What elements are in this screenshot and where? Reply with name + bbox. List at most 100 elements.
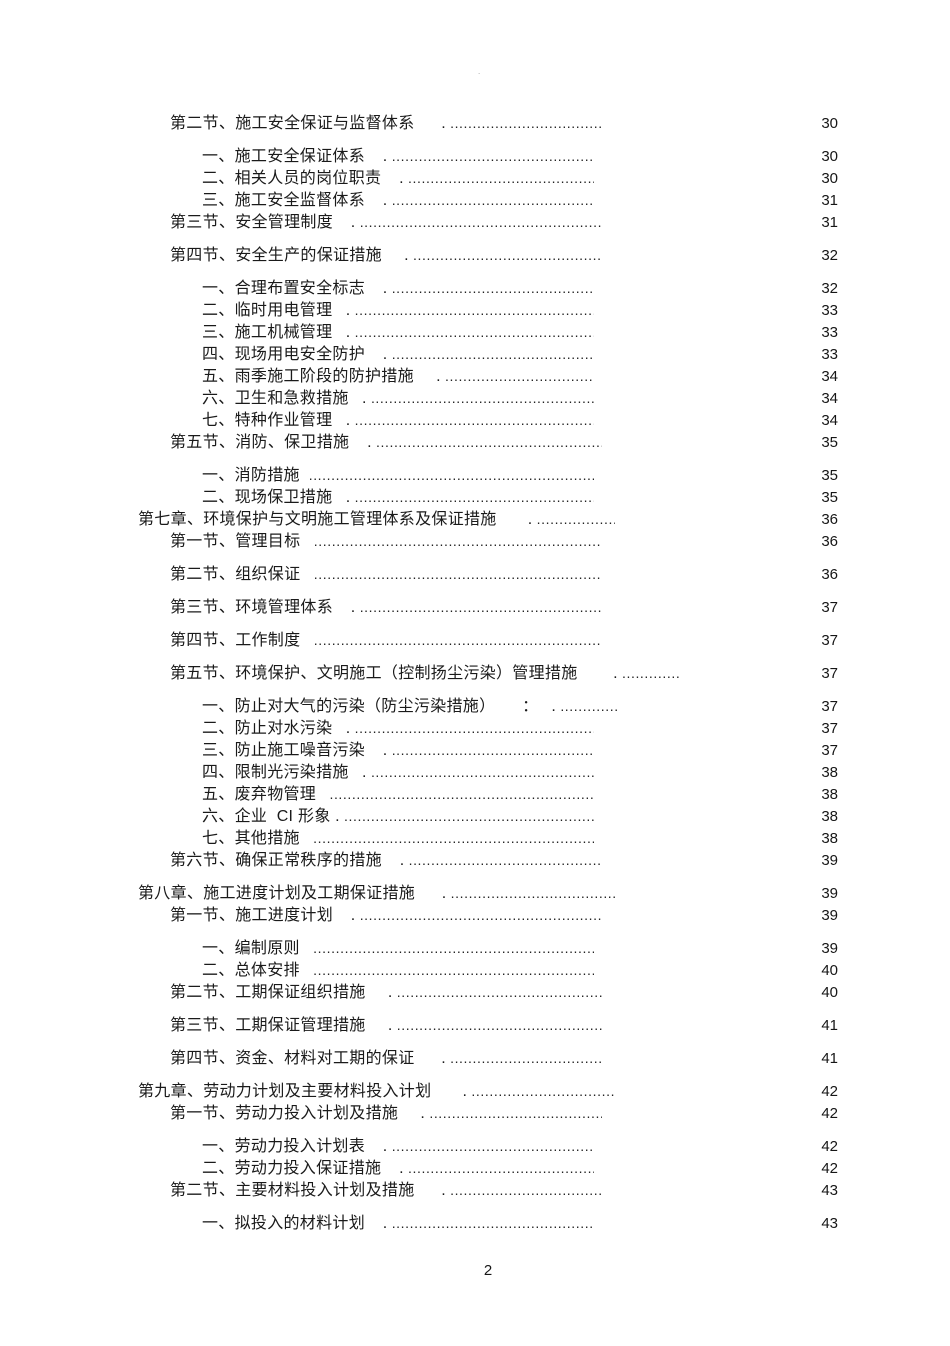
dot-leader: ........................................… (313, 962, 594, 978)
toc-entry[interactable]: 第八章、施工进度计划及工期保证措施 . ....................… (138, 882, 838, 904)
toc-entry[interactable]: 第二节、工期保证组织措施 . .........................… (138, 981, 838, 1003)
toc-entry[interactable]: 第四节、工作制度 ...............................… (138, 629, 838, 651)
toc-entry-lead: 二、总体安排 .................................… (202, 959, 594, 982)
toc-entry-title: 第三节、环境管理体系 (170, 599, 334, 616)
toc-entry-title: 第四节、安全生产的保证措施 (170, 247, 382, 264)
toc-entry-title: 六、企业 CI 形象 (202, 808, 331, 825)
toc-entry[interactable]: 二、现场保卫措施 . .............................… (138, 486, 838, 508)
toc-entry[interactable]: 二、相关人员的岗位职责 . ..........................… (138, 167, 838, 189)
toc-entry-separator: . (349, 434, 376, 451)
toc-entry-title: 三、防止施工噪音污染 (202, 742, 366, 759)
toc-entry[interactable]: 一、施工安全保证体系 . ...........................… (138, 145, 838, 167)
toc-entry-page-number: 30 (821, 148, 838, 165)
toc-entry[interactable]: 第一节、施工进度计划 . ...........................… (138, 904, 838, 926)
toc-entry-lead: 第五节、环境保护、文明施工（控制扬尘污染）管理措施 . ............… (170, 662, 680, 685)
dot-leader: ........................................… (413, 247, 602, 263)
toc-entry-page-number: 33 (821, 346, 838, 363)
dot-leader: ........................................… (370, 390, 594, 406)
toc-entry[interactable]: 二、劳动力投入保证措施 . ..........................… (138, 1157, 838, 1179)
toc-entry[interactable]: 第五节、环境保护、文明施工（控制扬尘污染）管理措施 . ............… (138, 662, 838, 684)
toc-entry-title: 二、相关人员的岗位职责 (202, 170, 382, 187)
toc-entry[interactable]: 第三节、工期保证管理措施 . .........................… (138, 1014, 838, 1036)
toc-entry-title: 第二节、主要材料投入计划及措施 (170, 1182, 415, 1199)
dot-leader: ........................................… (391, 1215, 594, 1231)
toc-entry-page-number: 37 (821, 742, 838, 759)
toc-entry-lead: 一、施工安全保证体系 . ...........................… (202, 145, 594, 168)
toc-entry-lead: 三、施工安全监督体系 . ...........................… (202, 189, 594, 212)
toc-entry-title: 第一节、施工进度计划 (170, 907, 334, 924)
toc-entry[interactable]: 三、防止施工噪音污染 . ...........................… (138, 739, 838, 761)
toc-entry-lead: 第二节、施工安全保证与监督体系 . ......................… (170, 112, 602, 135)
toc-entry[interactable]: 第二节、施工安全保证与监督体系 . ......................… (138, 112, 838, 134)
toc-entry[interactable]: 第七章、环境保护与文明施工管理体系及保证措施 . ...............… (138, 508, 838, 530)
toc-entry[interactable]: 第四节、资金、材料对工期的保证 . ......................… (138, 1047, 838, 1069)
toc-entry-title: 第七章、环境保护与文明施工管理体系及保证措施 (138, 511, 497, 528)
toc-entry-lead: 第一节、施工进度计划 . ...........................… (170, 904, 602, 927)
toc-entry-separator: . (365, 280, 392, 297)
toc-entry-lead: 一、拟投入的材料计划 . ...........................… (202, 1212, 594, 1235)
toc-entry[interactable]: 第三节、安全管理制度 . ...........................… (138, 211, 838, 233)
toc-entry-separator (300, 465, 309, 487)
toc-entry-title: 第五节、环境保护、文明施工（控制扬尘污染）管理措施 (170, 665, 578, 682)
toc-entry-lead: 四、现场用电安全防护 . ...........................… (202, 343, 594, 366)
toc-entry[interactable]: 第九章、劳动力计划及主要材料投入计划 . ...................… (138, 1080, 838, 1102)
toc-entry[interactable]: 第六节、确保正常秩序的措施 . ........................… (138, 849, 838, 871)
toc-entry-lead: 六、企业 CI 形象 . ...........................… (202, 805, 594, 828)
toc-entry[interactable]: 二、临时用电管理 . .............................… (138, 299, 838, 321)
toc-entry[interactable]: 第四节、安全生产的保证措施 . ........................… (138, 244, 838, 266)
toc-entry-lead: 三、施工机械管理 . .............................… (202, 321, 594, 344)
toc-entry-lead: 第二节、组织保证 ...............................… (170, 563, 602, 586)
toc-entry-page-number: 43 (821, 1182, 838, 1199)
toc-entry[interactable]: 四、现场用电安全防护 . ...........................… (138, 343, 838, 365)
toc-entry-separator: . (332, 324, 355, 341)
toc-entry[interactable]: 七、特种作业管理 . .............................… (138, 409, 838, 431)
toc-entry-lead: 第九章、劳动力计划及主要材料投入计划 . ...................… (138, 1080, 615, 1103)
toc-entry-page-number: 39 (821, 907, 838, 924)
dot-leader: ........................................… (396, 1017, 602, 1033)
dot-leader: ........................................… (621, 665, 680, 681)
toc-entry-lead: 第一节、劳动力投入计划及措施 . .......................… (170, 1102, 602, 1125)
toc-entry[interactable]: 第二节、组织保证 ...............................… (138, 563, 838, 585)
toc-entry[interactable]: 五、雨季施工阶段的防护措施 . ........................… (138, 365, 838, 387)
toc-entry-lead: 五、雨季施工阶段的防护措施 . ........................… (202, 365, 594, 388)
toc-entry[interactable]: 六、卫生和急救措施 . ............................… (138, 387, 838, 409)
toc-entry-lead: 六、卫生和急救措施 . ............................… (202, 387, 594, 410)
toc-entry[interactable]: 二、防止对水污染 . .............................… (138, 717, 838, 739)
toc-entry[interactable]: 第一节、管理目标 ...............................… (138, 530, 838, 552)
toc-entry[interactable]: 四、限制光污染措施 . ............................… (138, 761, 838, 783)
toc-entry[interactable]: 七、其他措施 .................................… (138, 827, 838, 849)
dot-leader: ........................................… (391, 742, 594, 758)
toc-entry[interactable]: 一、拟投入的材料计划 . ...........................… (138, 1212, 838, 1234)
toc-entry[interactable]: 三、施工机械管理 . .............................… (138, 321, 838, 343)
toc-entry-separator: . (415, 885, 451, 902)
toc-entry[interactable]: 六、企业 CI 形象 . ...........................… (138, 805, 838, 827)
toc-entry[interactable]: 五、废弃物管理 ................................… (138, 783, 838, 805)
toc-entry[interactable]: 一、消防措施 .................................… (138, 464, 838, 486)
toc-entry[interactable]: 第一节、劳动力投入计划及措施 . .......................… (138, 1102, 838, 1124)
toc-entry-title: 一、编制原则 (202, 940, 300, 957)
toc-entry[interactable]: 一、防止对大气的污染（防尘污染措施） ： . .................… (138, 695, 838, 717)
toc-entry-title: 第二节、组织保证 (170, 566, 301, 583)
toc-entry[interactable]: 一、合理布置安全标志 . ...........................… (138, 277, 838, 299)
toc-entry[interactable]: 二、总体安排 .................................… (138, 959, 838, 981)
toc-entry[interactable]: 第二节、主要材料投入计划及措施 . ......................… (138, 1179, 838, 1201)
toc-entry-page-number: 31 (821, 214, 838, 231)
toc-entry-title: 三、施工安全监督体系 (202, 192, 366, 209)
toc-entry[interactable]: 一、编制原则 .................................… (138, 937, 838, 959)
dot-leader: ........................................… (313, 830, 594, 846)
toc-entry-lead: 第五节、消防、保卫措施 . ..........................… (170, 431, 602, 454)
toc-entry-title: 第四节、工作制度 (170, 632, 301, 649)
toc-entry-page-number: 31 (821, 192, 838, 209)
toc-entry[interactable]: 三、施工安全监督体系 . ...........................… (138, 189, 838, 211)
dot-leader: ........................................… (391, 280, 594, 296)
toc-entry-page-number: 37 (821, 698, 838, 715)
dot-leader: ........................................… (370, 764, 594, 780)
toc-entry[interactable]: 第三节、环境管理体系 . ...........................… (138, 596, 838, 618)
toc-entry-separator: . (365, 1138, 392, 1155)
toc-entry[interactable]: 第五节、消防、保卫措施 . ..........................… (138, 431, 838, 453)
dot-leader: ........................................… (408, 852, 602, 868)
toc-entry[interactable]: 一、劳动力投入计划表 . ...........................… (138, 1135, 838, 1157)
toc-entry-page-number: 39 (821, 885, 838, 902)
toc-entry-lead: 七、其他措施 .................................… (202, 827, 594, 850)
toc-entry-lead: 第三节、环境管理体系 . ...........................… (170, 596, 602, 619)
